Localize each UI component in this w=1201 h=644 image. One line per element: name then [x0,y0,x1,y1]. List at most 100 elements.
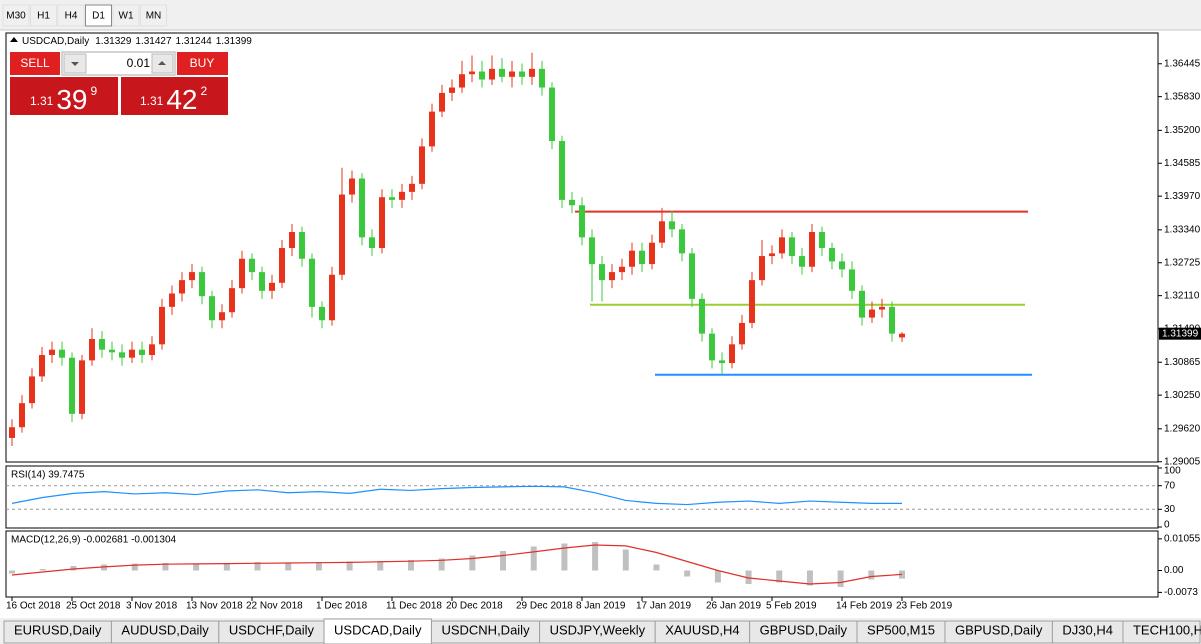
header-close: 1.31399 [216,36,253,47]
candle-body [529,68,535,77]
candle-body [449,87,455,93]
candle-body [409,183,415,192]
y-tick-label: 70 [1164,480,1176,491]
timeframe-label[interactable]: W1 [119,11,134,22]
candle-body [669,221,675,230]
indicator-title: MACD(12,26,9) -0.002681 -0.001304 [11,535,177,546]
candle-body [129,349,135,358]
chart-tab-label[interactable]: GBPUSD,Daily [760,622,848,637]
candle-body [699,298,705,334]
y-tick-label: 1.35200 [1164,125,1201,136]
x-tick-label: 11 Dec 2018 [386,601,442,612]
y-tick-label: 1.33340 [1164,224,1201,235]
y-tick-label: 30 [1164,504,1176,515]
chart-tab-label[interactable]: USDCAD,Daily [334,622,422,637]
price-marker-label: 1.31399 [1162,328,1199,339]
candle-body [159,306,165,345]
buy-price-box[interactable] [121,77,228,115]
histogram-bar [193,563,200,571]
histogram-bar [377,560,384,571]
chart-tab-label[interactable]: GBPUSD,Daily [955,622,1043,637]
candle-body [829,248,835,262]
histogram-bar [653,564,660,571]
main-panel [5,32,1159,463]
buy-price[interactable]: 1.31 42 2 [140,84,208,115]
y-tick-label: 1.35830 [1164,91,1201,102]
lot-value[interactable]: 0.01 [127,56,151,70]
candle-body [199,272,205,297]
candle-body [49,349,55,356]
chart-tab-label[interactable]: USDJPY,Weekly [550,622,646,637]
candle-body [349,178,355,195]
chart-tab-label[interactable]: AUDUSD,Daily [121,622,209,637]
x-tick-label: 25 Oct 2018 [66,601,121,612]
candle-body [679,229,685,254]
chart-tab-label[interactable]: TECH100,H [1133,622,1201,637]
chart-tab-label[interactable]: XAUUSD,H4 [665,622,739,637]
sell-label[interactable]: SELL [20,56,50,70]
histogram-bar [70,566,77,571]
timeframe-label[interactable]: H4 [65,11,78,22]
candle-body [539,68,545,88]
candle-body [109,349,115,353]
timeframe-label[interactable]: MN [146,11,162,22]
chart-tab-label[interactable]: DJ30,H4 [1062,622,1113,637]
buy-label[interactable]: BUY [190,56,215,70]
histogram-bar [776,570,783,583]
chart-tab[interactable] [323,618,432,644]
candle-body [69,357,75,414]
histogram-bar [315,562,322,571]
candle-body [659,221,665,243]
chart-tab-label[interactable]: SP500,M15 [867,622,935,637]
candle-body [479,71,485,80]
timeframe-label[interactable]: D1 [92,11,105,22]
rsi-panel [5,465,1159,529]
timeframe-button[interactable] [30,4,57,27]
y-tick-label: 1.32725 [1164,257,1201,268]
sell-price-box[interactable] [10,77,118,115]
chart-tab[interactable] [1122,620,1201,644]
buy-button[interactable] [177,52,228,75]
candle-body [229,288,235,313]
symbol: USDCAD,Daily [22,36,89,47]
chart-tab-label[interactable]: USDCHF,Daily [229,622,315,637]
x-tick-label: 20 Dec 2018 [446,601,503,612]
x-tick-label: 8 Jan 2019 [576,601,626,612]
candle-body [299,231,305,259]
y-tick-label: 100 [1164,466,1181,477]
candle-body [219,312,225,321]
histogram-bar [684,570,691,577]
candle-body [749,280,755,323]
timeframe-button[interactable] [57,4,85,27]
chart-tab-label[interactable]: USDCNH,Daily [441,622,530,637]
candle-body [269,282,275,291]
timeframe-label[interactable]: H1 [37,11,50,22]
lot-field[interactable] [61,51,176,76]
sell-button[interactable] [10,52,60,75]
timeframe-button[interactable] [140,4,167,27]
timeframe-button[interactable] [85,4,112,27]
candle-body [399,191,405,200]
histogram-bar [561,543,568,571]
candle-body [719,360,725,364]
timeframe-button[interactable] [112,4,140,27]
chart-tab-label[interactable]: EURUSD,Daily [14,622,102,637]
histogram-bar [837,570,844,587]
y-tick-label: 0.00 [1164,565,1184,576]
candle-body [899,333,905,338]
candle-body [319,306,325,321]
timeframe-label[interactable]: M30 [6,11,26,22]
y-tick-label: 1.29620 [1164,423,1201,434]
candle-body [169,293,175,307]
x-tick-label: 1 Dec 2018 [316,601,368,612]
histogram-bar [469,555,476,571]
spinner-arrow [158,61,166,65]
chart-header: USDCAD,Daily 1.31329 1.31427 1.31244 1.31399 [22,36,252,47]
y-tick-label: 1.30250 [1164,390,1201,401]
sell-price[interactable]: 1.31 39 9 [30,84,98,115]
x-tick-label: 13 Nov 2018 [186,601,243,612]
price-big: 42 [166,84,197,115]
candle-body [369,237,375,249]
timeframe-button[interactable] [2,4,30,27]
candle-body [839,261,845,270]
